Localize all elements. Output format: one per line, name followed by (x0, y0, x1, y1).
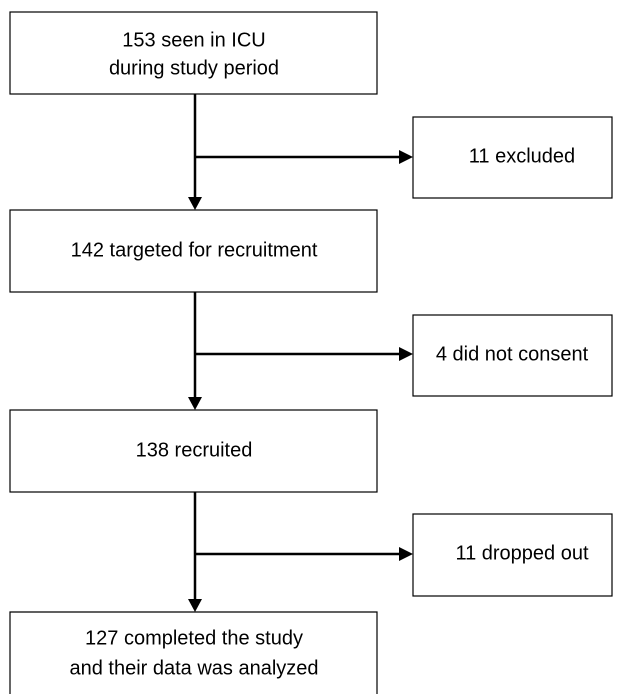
node-box (412, 314, 613, 397)
node-label: 138 recruited (136, 439, 253, 461)
node-box (9, 611, 378, 694)
node-label: 11 dropped out (455, 542, 589, 564)
node-label: 127 completed the study (85, 627, 303, 649)
node-label: and their data was analyzed (69, 657, 318, 679)
node-label: 11 excluded (469, 145, 575, 167)
arrowhead (188, 197, 202, 210)
node-box (9, 409, 378, 493)
node-label: during study period (109, 57, 279, 79)
arrowhead (188, 599, 202, 612)
node-box (412, 513, 613, 597)
node-box (412, 116, 613, 199)
node-box (9, 11, 378, 95)
arrowhead (399, 150, 413, 164)
arrowhead (399, 347, 413, 361)
node-label: 142 targeted for recruitment (71, 239, 318, 261)
node-label: 153 seen in ICU (122, 29, 265, 51)
node-label: 4 did not consent (436, 343, 589, 365)
node-box (9, 209, 378, 293)
arrowhead (399, 547, 413, 561)
arrowhead (188, 397, 202, 410)
